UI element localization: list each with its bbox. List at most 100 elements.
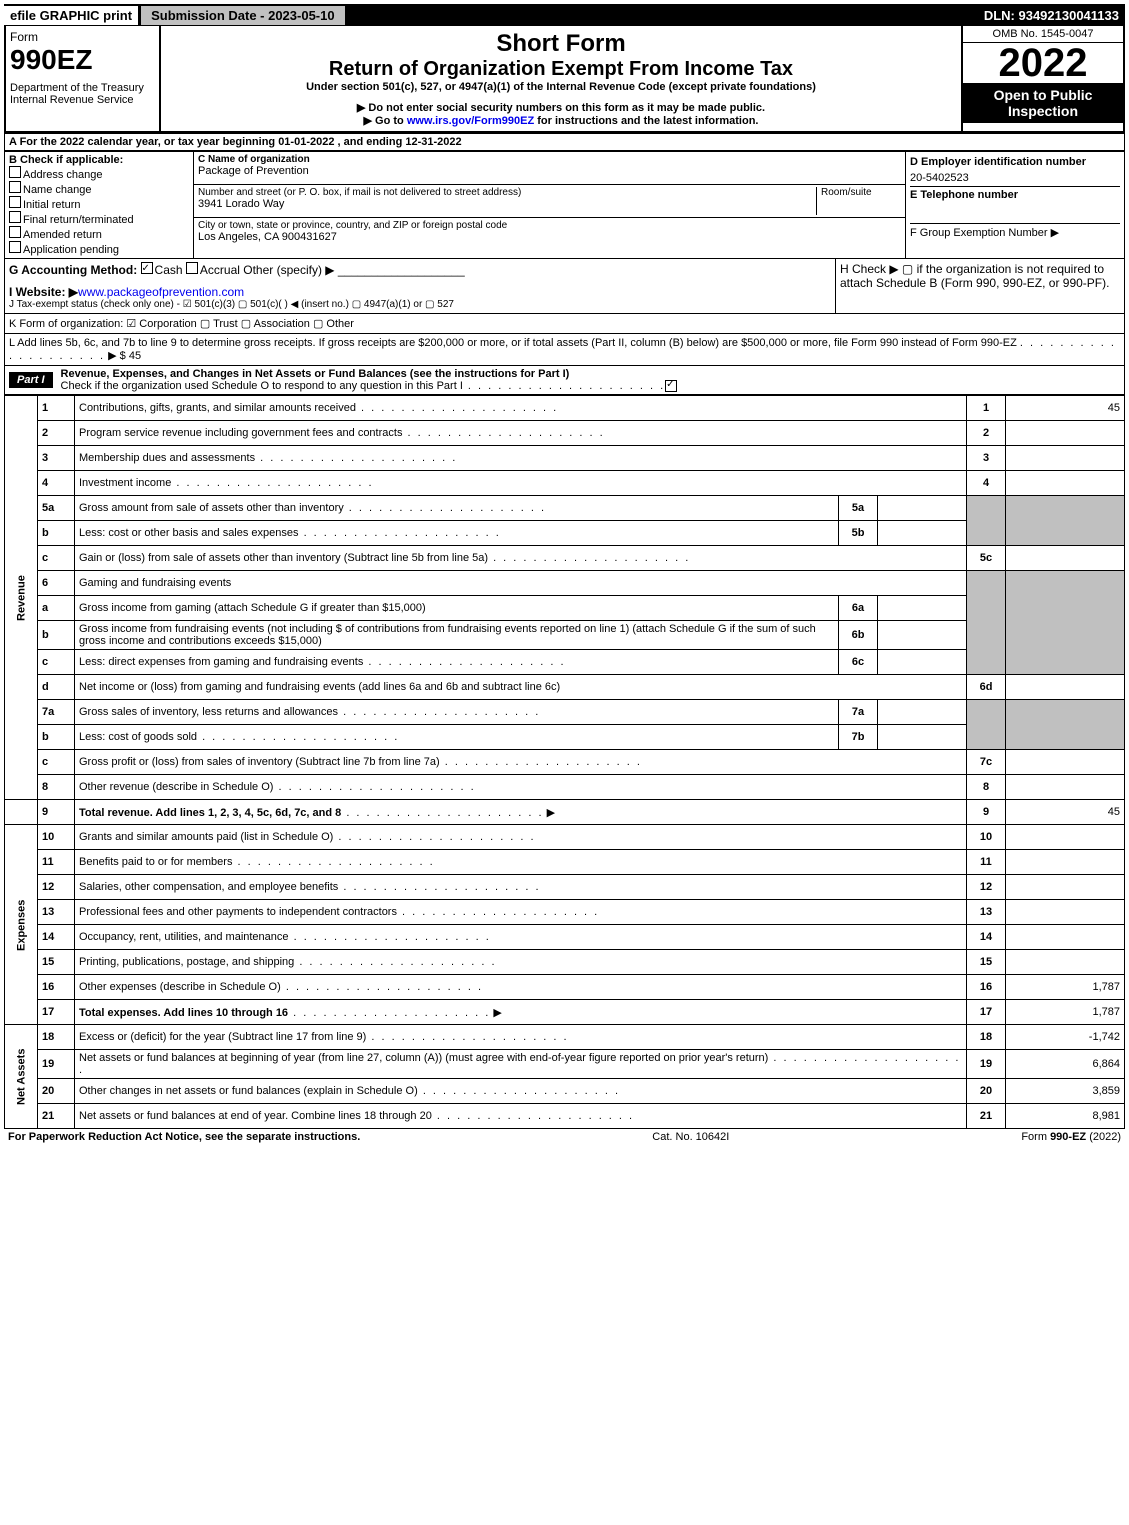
checkbox-initial-return[interactable] xyxy=(9,196,21,208)
b-item-1: Name change xyxy=(23,184,92,196)
c-street-label: Number and street (or P. O. box, if mail… xyxy=(198,187,816,198)
form-label: Form xyxy=(10,30,155,44)
irs-label: Internal Revenue Service xyxy=(10,94,155,106)
line-k: K Form of organization: ☑ Corporation ▢ … xyxy=(4,314,1125,334)
line-11-text: Benefits paid to or for members xyxy=(75,850,967,875)
line-5b-text: Less: cost or other basis and sales expe… xyxy=(75,521,839,545)
b-title: B Check if applicable: xyxy=(9,154,123,166)
ssn-note: ▶ Do not enter social security numbers o… xyxy=(165,101,957,114)
line-j: J Tax-exempt status (check only one) - ☑… xyxy=(9,299,831,310)
checkbox-name-change[interactable] xyxy=(9,181,21,193)
b-item-0: Address change xyxy=(23,169,103,181)
footer-right: Form 990-EZ (2022) xyxy=(1021,1131,1121,1143)
c-city-label: City or town, state or province, country… xyxy=(198,220,901,231)
g-accrual: Accrual xyxy=(200,263,240,277)
irs-link[interactable]: www.irs.gov/Form990EZ xyxy=(407,115,534,127)
footer-left: For Paperwork Reduction Act Notice, see … xyxy=(8,1131,360,1143)
short-form-title: Short Form xyxy=(165,30,957,58)
g-other: Other (specify) ▶ xyxy=(243,263,334,277)
checkbox-final-return[interactable] xyxy=(9,211,21,223)
footer: For Paperwork Reduction Act Notice, see … xyxy=(4,1129,1125,1145)
line-20-text: Other changes in net assets or fund bala… xyxy=(75,1079,967,1104)
line-16-amt: 1,787 xyxy=(1006,975,1125,1000)
part1-check: Check if the organization used Schedule … xyxy=(61,380,463,392)
line-7c-text: Gross profit or (loss) from sales of inv… xyxy=(75,750,967,775)
l-amount: ▶ $ 45 xyxy=(108,350,141,362)
efile-label: efile GRAPHIC print xyxy=(4,6,138,25)
side-net: Net Assets xyxy=(5,1025,38,1129)
line-9-text: Total revenue. Add lines 1, 2, 3, 4, 5c,… xyxy=(75,800,967,825)
side-expenses: Expenses xyxy=(5,825,38,1025)
b-item-2: Initial return xyxy=(23,199,80,211)
checkbox-amended[interactable] xyxy=(9,226,21,238)
goto-note: ▶ Go to www.irs.gov/Form990EZ for instru… xyxy=(165,114,957,127)
line-4-text: Investment income xyxy=(75,471,967,496)
top-bar: efile GRAPHIC print Submission Date - 20… xyxy=(4,4,1125,26)
line-15-text: Printing, publications, postage, and shi… xyxy=(75,950,967,975)
line-6c-text: Less: direct expenses from gaming and fu… xyxy=(75,650,839,674)
checkbox-address-change[interactable] xyxy=(9,166,21,178)
website-link[interactable]: www.packageofprevention.com xyxy=(78,285,244,299)
submission-date: Submission Date - 2023-05-10 xyxy=(140,5,346,26)
line-21-amt: 8,981 xyxy=(1006,1104,1125,1129)
i-label: I Website: ▶ xyxy=(9,285,78,299)
line-2-text: Program service revenue including govern… xyxy=(75,421,967,446)
org-name: Package of Prevention xyxy=(198,165,901,177)
line-20-amt: 3,859 xyxy=(1006,1079,1125,1104)
header-left: Form 990EZ Department of the Treasury In… xyxy=(6,26,161,131)
line-6d-text: Net income or (loss) from gaming and fun… xyxy=(75,675,967,700)
c-name-label: C Name of organization xyxy=(198,154,310,165)
line-18-amt: -1,742 xyxy=(1006,1025,1125,1050)
org-city: Los Angeles, CA 900431627 xyxy=(198,231,901,243)
line-9-amt: 45 xyxy=(1006,800,1125,825)
open-public: Open to Public Inspection xyxy=(963,83,1123,123)
line-19-amt: 6,864 xyxy=(1006,1050,1125,1079)
org-street: 3941 Lorado Way xyxy=(198,198,816,210)
checkbox-cash[interactable] xyxy=(141,262,153,274)
ein-label: D Employer identification number xyxy=(910,156,1086,168)
line-6a-text: Gross income from gaming (attach Schedul… xyxy=(75,596,839,620)
line-13-text: Professional fees and other payments to … xyxy=(75,900,967,925)
line-7a-text: Gross sales of inventory, less returns a… xyxy=(75,700,839,724)
line-16-text: Other expenses (describe in Schedule O) xyxy=(75,975,967,1000)
footer-center: Cat. No. 10642I xyxy=(652,1131,729,1143)
group-label: F Group Exemption Number ▶ xyxy=(910,223,1120,241)
checkbox-accrual[interactable] xyxy=(186,262,198,274)
under-section: Under section 501(c), 527, or 4947(a)(1)… xyxy=(165,81,957,93)
return-title: Return of Organization Exempt From Incom… xyxy=(165,58,957,81)
line-l: L Add lines 5b, 6c, and 7b to line 9 to … xyxy=(4,334,1125,366)
c-room-label: Room/suite xyxy=(821,187,901,198)
part1-header: Part I Revenue, Expenses, and Changes in… xyxy=(4,366,1125,395)
b-item-4: Amended return xyxy=(23,229,102,241)
part1-label: Part I xyxy=(9,372,53,388)
lines-table: Revenue 1Contributions, gifts, grants, a… xyxy=(4,395,1125,1129)
line-6-text: Gaming and fundraising events xyxy=(75,571,967,596)
line-5a-text: Gross amount from sale of assets other t… xyxy=(75,496,839,520)
b-item-5: Application pending xyxy=(23,244,119,256)
section-a-text: A For the 2022 calendar year, or tax yea… xyxy=(9,136,462,148)
column-b: B Check if applicable: Address change Na… xyxy=(5,152,194,258)
phone-label: E Telephone number xyxy=(910,189,1018,201)
line-18-text: Excess or (deficit) for the year (Subtra… xyxy=(75,1025,967,1050)
g-label: G Accounting Method: xyxy=(9,263,137,277)
column-c: C Name of organization Package of Preven… xyxy=(194,152,906,258)
line-3-text: Membership dues and assessments xyxy=(75,446,967,471)
checkbox-pending[interactable] xyxy=(9,241,21,253)
header-center: Short Form Return of Organization Exempt… xyxy=(161,26,961,131)
line-1-amt: 45 xyxy=(1006,396,1125,421)
line-7b-text: Less: cost of goods sold xyxy=(75,725,839,749)
line-17-text: Total expenses. Add lines 10 through 16 … xyxy=(75,1000,967,1025)
row-gh: G Accounting Method: Cash Accrual Other … xyxy=(4,259,1125,314)
line-12-text: Salaries, other compensation, and employ… xyxy=(75,875,967,900)
side-revenue: Revenue xyxy=(5,396,38,800)
form-header: Form 990EZ Department of the Treasury In… xyxy=(4,26,1125,133)
section-a: A For the 2022 calendar year, or tax yea… xyxy=(4,133,1125,151)
checkbox-schedule-o[interactable] xyxy=(665,380,677,392)
g-cash: Cash xyxy=(155,263,183,277)
line-14-text: Occupancy, rent, utilities, and maintena… xyxy=(75,925,967,950)
tax-year: 2022 xyxy=(963,43,1123,83)
info-grid: B Check if applicable: Address change Na… xyxy=(4,151,1125,259)
line-10-text: Grants and similar amounts paid (list in… xyxy=(75,825,967,850)
l-text: L Add lines 5b, 6c, and 7b to line 9 to … xyxy=(9,337,1017,349)
line-21-text: Net assets or fund balances at end of ye… xyxy=(75,1104,967,1129)
